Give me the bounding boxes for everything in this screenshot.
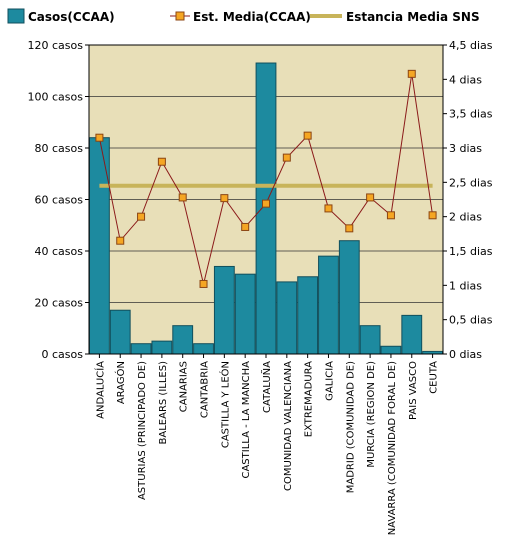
bar	[401, 314, 423, 355]
x-tick-label: CANTABRIA	[200, 361, 211, 418]
bar	[380, 345, 402, 355]
marker	[428, 211, 437, 220]
y-right-tick-label: 4,5 dias	[449, 39, 493, 52]
y-left-tick-label: 20 casos	[35, 297, 84, 310]
x-tick-label: COMUNIDAD VALENCIANA	[283, 361, 294, 491]
bar	[151, 340, 173, 355]
x-tick-label: GALICIA	[324, 361, 335, 401]
y-left-tick-label: 40 casos	[35, 245, 84, 258]
y-right-tick-label: 3,5 dias	[449, 108, 493, 121]
bar-series	[89, 62, 444, 355]
est-media-markers	[95, 69, 437, 288]
x-tick-label: CASTILLA Y LEÓN	[218, 361, 231, 448]
marker	[345, 224, 354, 233]
legend-label-casos: Casos(CCAA)	[28, 10, 115, 24]
x-tick-label: ASTURIAS (PRINCIPADO DE)	[137, 361, 148, 500]
x-axis: ANDALUCÍA ARAGÓN ASTURIAS (PRINCIPADO DE) B…	[93, 354, 440, 535]
x-tick-label: CEUTA	[429, 361, 440, 394]
y-left-tick-label: 80 casos	[35, 142, 84, 155]
bar	[234, 273, 256, 355]
x-tick-label: NAVARRA (COMUNIDAD FORAL DE)	[387, 361, 398, 535]
marker	[157, 157, 166, 166]
marker	[324, 204, 333, 213]
y-axis-right: 0 dias 0,5 dias 1 dias 1,5 dias 2 dias 2,5 di…	[443, 39, 493, 361]
x-tick-label: MURCIA (REGION DE)	[366, 361, 377, 468]
x-tick-label: EXTREMADURA	[304, 361, 315, 437]
y-left-tick-label: 60 casos	[35, 194, 84, 207]
y-right-tick-label: 0 dias	[449, 348, 482, 361]
marker	[262, 199, 270, 208]
x-tick-label: PAIS VASCO	[408, 361, 419, 420]
bar	[359, 325, 381, 355]
marker	[282, 153, 291, 162]
x-tick-label: ARAGÓN	[114, 361, 127, 404]
x-tick-label: CASTILLA - LA MANCHA	[241, 361, 252, 479]
legend-swatch-marker	[175, 11, 185, 21]
bar	[213, 265, 235, 355]
legend-label-sns: Estancia Media SNS	[346, 10, 480, 24]
bar	[193, 343, 214, 355]
y-right-tick-label: 0,5 dias	[449, 314, 493, 327]
bar	[338, 240, 360, 355]
marker	[366, 193, 375, 202]
x-tick-label: BALEARS (ILLES)	[158, 361, 169, 445]
y-left-tick-label: 0 casos	[42, 348, 84, 361]
marker	[241, 222, 250, 231]
x-tick-label: ANDALUCÍA	[93, 361, 106, 419]
y-right-tick-label: 1,5 dias	[449, 245, 493, 258]
marker	[137, 212, 146, 221]
marker	[407, 69, 416, 78]
bar	[318, 255, 339, 355]
marker	[178, 193, 187, 202]
legend: Casos(CCAA) Est. Media(CCAA) Estancia Medi…	[7, 8, 480, 24]
marker	[116, 236, 125, 245]
bar	[255, 62, 277, 355]
y-right-tick-label: 2 dias	[449, 211, 482, 224]
marker	[199, 279, 208, 288]
y-right-tick-label: 1 dias	[449, 279, 482, 292]
bar	[276, 281, 298, 355]
marker	[303, 131, 312, 140]
legend-label-est-media: Est. Media(CCAA)	[193, 10, 311, 24]
bar	[109, 309, 131, 355]
bar	[297, 276, 319, 355]
bar	[130, 343, 152, 355]
marker	[95, 133, 104, 142]
bar	[172, 325, 194, 355]
marker	[386, 211, 395, 220]
y-right-tick-label: 4 dias	[449, 73, 482, 86]
y-left-tick-label: 120 casos	[28, 39, 84, 52]
x-tick-label: MADRID (COMUNIDAD DE)	[345, 361, 356, 493]
y-left-tick-label: 100 casos	[28, 91, 84, 104]
marker	[220, 194, 229, 203]
x-tick-label: CANARIAS	[179, 361, 190, 412]
y-right-tick-label: 3 dias	[449, 142, 482, 155]
y-right-tick-label: 2,5 dias	[449, 176, 493, 189]
legend-swatch-bars	[7, 8, 25, 24]
x-tick-label: CATALUÑA	[260, 361, 273, 413]
y-axis-left: 0 casos 20 casos 40 casos 60 casos 80 casos 1…	[28, 39, 89, 361]
